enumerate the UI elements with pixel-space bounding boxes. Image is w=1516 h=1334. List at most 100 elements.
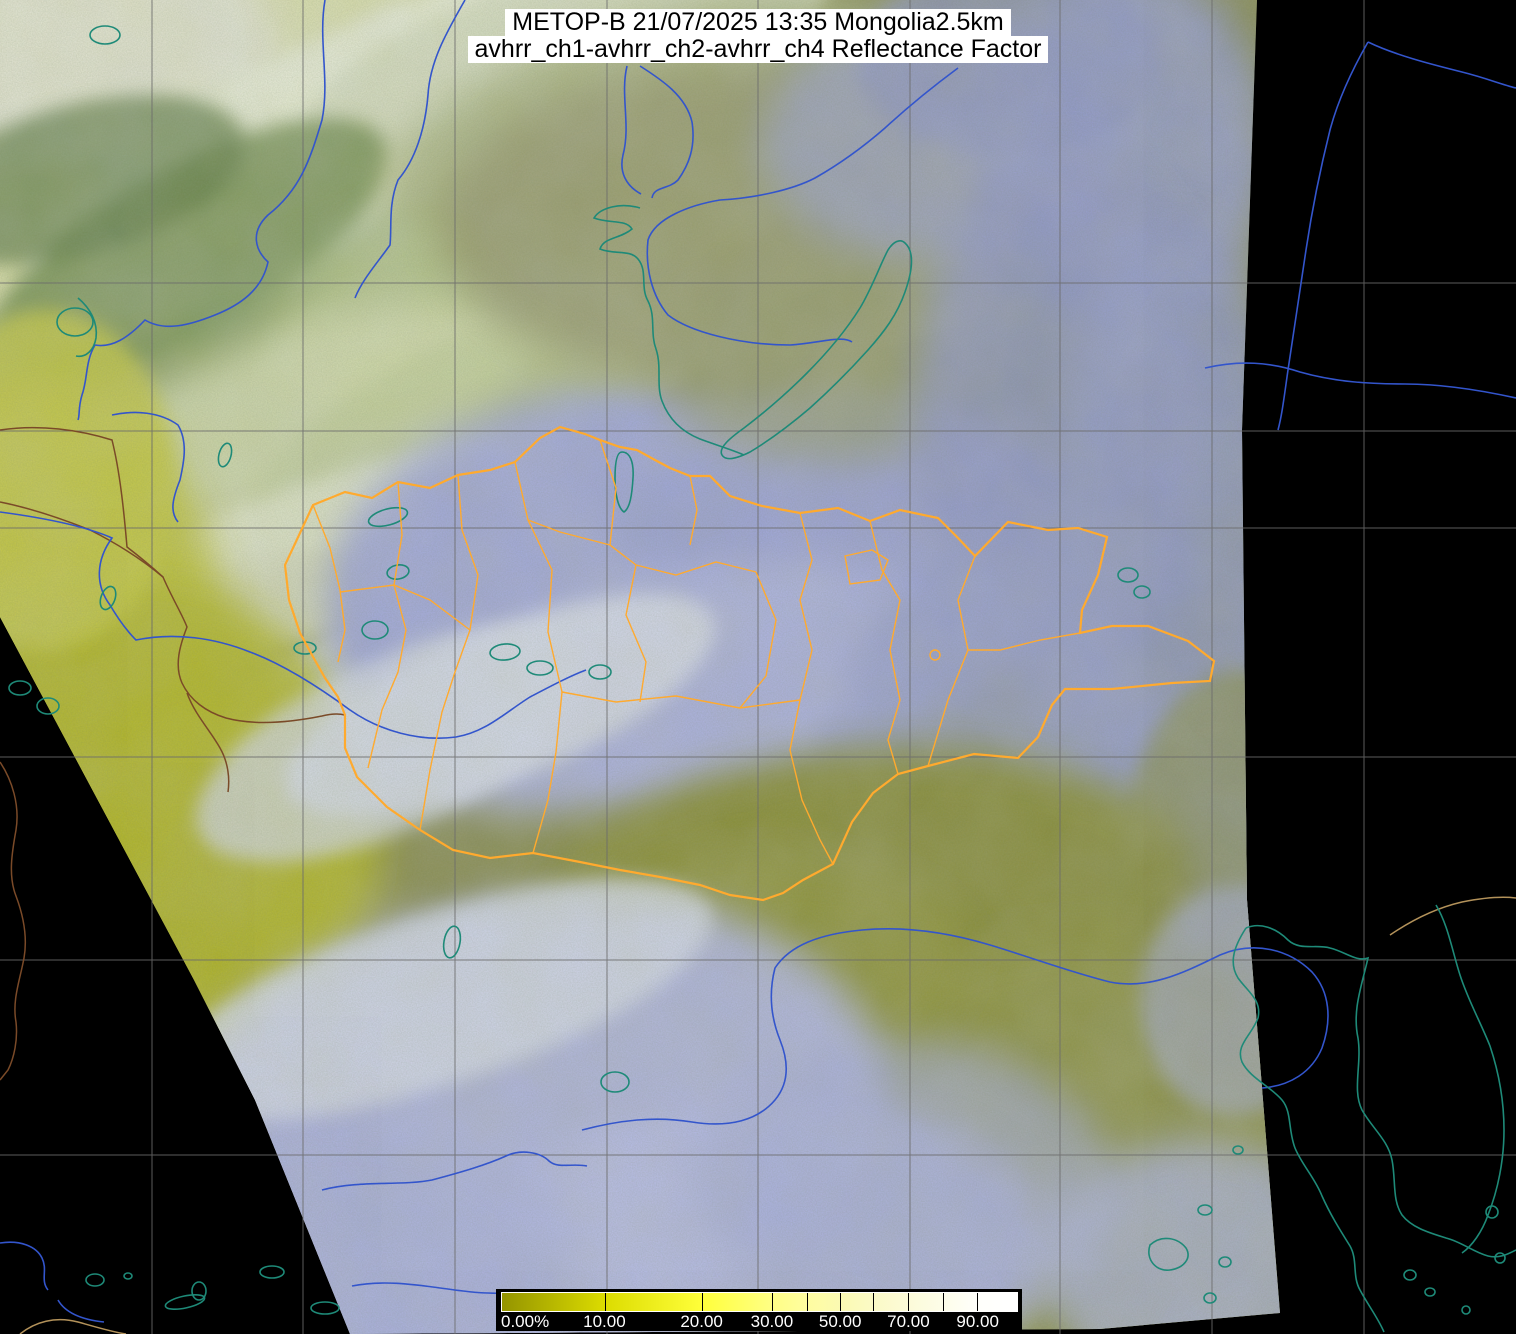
mongolia-province-border (689, 475, 698, 546)
lake-outline (56, 307, 94, 337)
lake-outline (259, 1265, 285, 1279)
colorbar-tick (771, 1293, 773, 1311)
colorbar-tick (806, 1293, 808, 1311)
lake-outline (1403, 1269, 1417, 1281)
lake-outline (1424, 1287, 1436, 1297)
colorbar-label: 10.00 (583, 1312, 626, 1331)
colorbar-tick (839, 1293, 841, 1311)
country-borders-tan (19, 896, 1516, 1334)
coastline (1148, 1237, 1189, 1271)
river (1277, 41, 1369, 431)
colorbar-tick (872, 1293, 874, 1311)
colorbar-tick (976, 1293, 978, 1311)
colorbar-label: 0.00% (501, 1312, 550, 1331)
river (646, 67, 959, 346)
coastline (592, 204, 745, 456)
river (1367, 41, 1516, 89)
river (321, 1151, 588, 1191)
coastline (720, 240, 913, 460)
river (77, 0, 326, 421)
lake-outline (1197, 1204, 1213, 1216)
coastline (1435, 904, 1505, 1254)
mongolia-province-border (789, 512, 834, 865)
reflectance-colorbar: 0.00% 10.00 20.00 30.00 50.00 70.00 90.00 (496, 1289, 1022, 1331)
coastline (614, 451, 634, 513)
colorbar-tick (605, 1293, 606, 1311)
mongolia-province-border (312, 504, 346, 663)
mongolia-province-border (635, 561, 757, 576)
lake-outline (1461, 1305, 1471, 1315)
lake-outline (123, 1272, 133, 1280)
lake-outline (588, 664, 612, 680)
river (621, 65, 642, 195)
lake-outline (191, 1281, 207, 1301)
title-line-2: avhrr_ch1-avhrr_ch2-avhrr_ch4 Reflectanc… (467, 36, 1049, 63)
river (111, 411, 186, 523)
colorbar-gradient-bar (501, 1292, 1018, 1312)
lake-outline (1232, 1145, 1244, 1155)
country-border (0, 761, 27, 1081)
colorbar-label: 50.00 (818, 1312, 862, 1331)
river (581, 928, 1329, 1131)
coastlines-and-lakes (8, 25, 1516, 1333)
colorbar-tick (907, 1293, 909, 1311)
colorbar-label: 70.00 (887, 1312, 930, 1331)
lake-outline (600, 1071, 630, 1093)
lake-outline (85, 1273, 105, 1287)
lake-outline (310, 1301, 340, 1315)
lake-outline (1133, 585, 1151, 599)
lake-outline (8, 680, 32, 696)
lake-outline (36, 697, 60, 715)
lake-outline (367, 506, 409, 528)
colorbar-label: 30.00 (750, 1312, 794, 1331)
lake-outline (1494, 1252, 1506, 1264)
lake-outline (1218, 1256, 1232, 1268)
mongolia-province-border (968, 632, 1081, 651)
lake-outline (489, 643, 521, 661)
mongolia-province-border (367, 481, 407, 769)
colorbar-end-tick (1012, 1293, 1014, 1311)
mongolia-country-border (283, 425, 1216, 902)
mongolia-province-border (869, 520, 901, 775)
lake-outline (442, 925, 462, 959)
colorbar-label: 90.00 (956, 1312, 999, 1331)
lake-outline (99, 585, 117, 611)
mongolia-borders (283, 425, 1216, 902)
river (0, 1241, 49, 1291)
country-border (19, 1318, 127, 1334)
river (354, 0, 466, 299)
coastline (1232, 927, 1385, 1333)
mongolia-province-border (561, 691, 801, 709)
colorbar-label: 20.00 (680, 1312, 723, 1331)
lake-outline (1117, 567, 1139, 583)
colorbar-tick (701, 1293, 703, 1311)
mongolia-province-border (739, 571, 777, 709)
coastline (75, 297, 98, 358)
lake-outline (217, 442, 233, 468)
river (1204, 362, 1516, 399)
coastline (1245, 924, 1516, 1258)
image-title-block: METOP-B 21/07/2025 13:35 Mongolia2.5km a… (0, 9, 1516, 63)
mongolia-province-border (929, 649, 941, 661)
mongolia-province-border (419, 474, 479, 831)
country-border (186, 692, 230, 793)
mongolia-province-border (527, 519, 611, 546)
colorbar-tick (942, 1293, 944, 1311)
lake-outline (1485, 1205, 1499, 1219)
lake-outline (361, 620, 389, 640)
lake-outline (1203, 1292, 1217, 1304)
lake-outline (526, 660, 554, 676)
mongolia-province-border (339, 584, 471, 631)
mongolia-province-border (844, 549, 889, 585)
country-border (1389, 896, 1516, 936)
mongolia-province-border (514, 461, 563, 854)
title-line-1: METOP-B 21/07/2025 13:35 Mongolia2.5km (505, 9, 1011, 36)
river (639, 65, 694, 199)
river (0, 511, 587, 739)
lake-outline (89, 25, 121, 45)
